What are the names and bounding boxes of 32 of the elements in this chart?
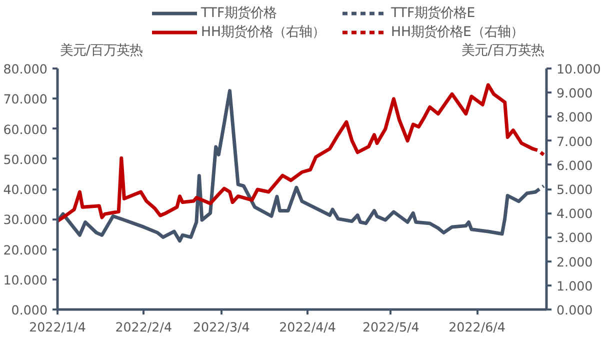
y2-tick-label: 5.000 (556, 182, 593, 197)
y2-tick-label: 2.000 (556, 254, 593, 270)
y2-tick-label: 4.000 (556, 206, 593, 222)
y2-tick-label: 9.000 (556, 86, 593, 101)
x-tick-label: 2022/2/4 (115, 320, 172, 334)
y-tick-label: 70.000 (3, 92, 48, 107)
y2-tick-label: 3.000 (556, 230, 593, 246)
y-axis-title: 美元/百万英热 (60, 42, 142, 58)
x-tick-label: 2022/6/4 (448, 320, 506, 334)
y-tick-label: 20.000 (3, 242, 48, 258)
y2-axis-title: 美元/百万英热 (462, 42, 544, 58)
y2-tick-label: 1.000 (556, 278, 593, 294)
x-tick-label: 2022/4/4 (279, 320, 336, 334)
y2-tick-label: 10.000 (556, 62, 601, 76)
legend-label: TTF期货价格E (391, 5, 476, 22)
legend-label: HH期货价格（右轴） (201, 24, 326, 41)
y2-tick-label: 7.000 (556, 134, 593, 149)
y-tick-label: 50.000 (3, 152, 48, 167)
y-tick-label: 30.000 (3, 212, 48, 228)
y-tick-label: 0.000 (11, 302, 48, 318)
x-tick-label: 2022/1/4 (29, 320, 86, 334)
x-tick-label: 2022/5/4 (362, 320, 420, 334)
y-tick-label: 60.000 (3, 122, 48, 137)
y2-tick-label: 0.000 (556, 302, 593, 318)
y-tick-label: 80.000 (3, 62, 48, 76)
y-tick-label: 10.000 (3, 272, 48, 288)
y2-tick-label: 8.000 (556, 110, 593, 125)
x-tick-label: 2022/3/4 (193, 320, 250, 334)
legend-label: TTF期货价格 (201, 5, 278, 22)
y-tick-label: 40.000 (3, 182, 48, 197)
y2-tick-label: 6.000 (556, 158, 593, 173)
legend-label: HH期货价格E（右轴） (391, 24, 524, 41)
